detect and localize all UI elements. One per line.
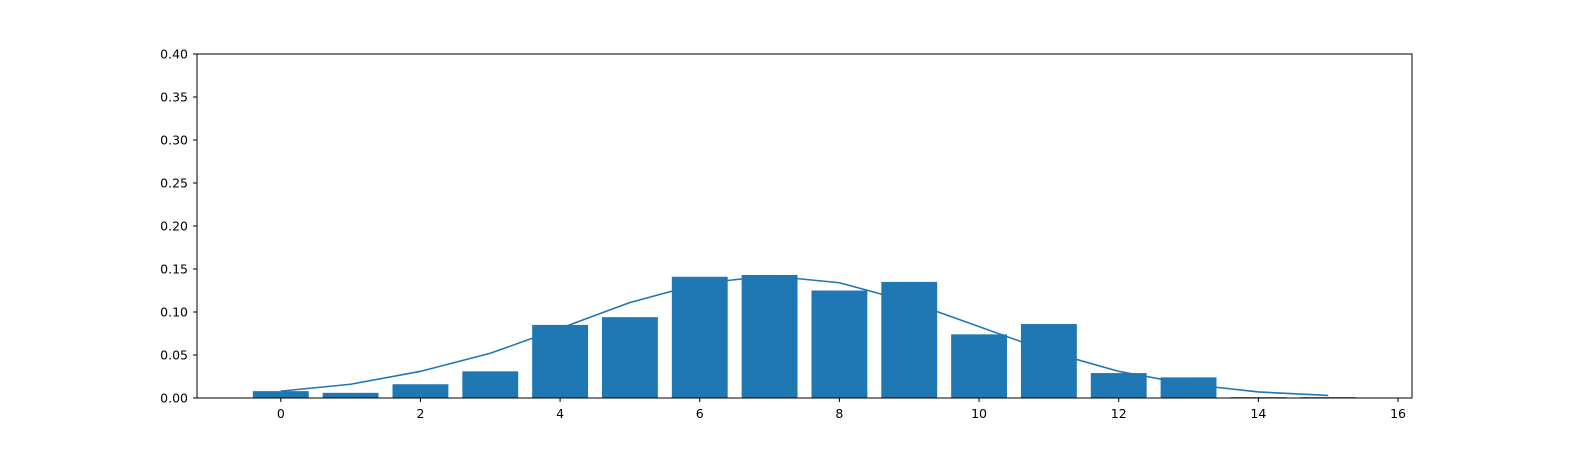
series-line bbox=[280, 275, 1329, 397]
x-tick-label: 8 bbox=[835, 406, 843, 421]
y-tick-label: 0.00 bbox=[160, 391, 188, 406]
bar-6 bbox=[671, 276, 728, 398]
y-tick-label: 0.40 bbox=[160, 47, 188, 62]
plot-frame bbox=[196, 53, 1413, 399]
y-tick-label: 0.35 bbox=[160, 90, 188, 105]
x-tick-label: 14 bbox=[1250, 406, 1266, 421]
y-tick-label: 0.10 bbox=[160, 305, 188, 320]
bar-13 bbox=[1160, 377, 1217, 398]
bar-0 bbox=[252, 391, 309, 398]
bar-8 bbox=[811, 290, 868, 398]
y-tick-label: 0.25 bbox=[160, 176, 188, 191]
x-tick-label: 0 bbox=[277, 406, 285, 421]
bar-9 bbox=[881, 281, 938, 398]
bar-12 bbox=[1090, 373, 1147, 398]
bar-10 bbox=[951, 334, 1007, 398]
x-tick-label: 6 bbox=[696, 406, 704, 421]
bar-1 bbox=[322, 392, 379, 398]
x-tick-label: 10 bbox=[971, 406, 987, 421]
x-tick-label: 12 bbox=[1111, 406, 1127, 421]
bar-5 bbox=[602, 317, 658, 398]
y-tick-label: 0.20 bbox=[160, 219, 188, 234]
axes-layer: 0 2 4 6 8 10 12 14 16 0.00 0.05 0.10 0.15 0.20 0.25 0.3… bbox=[160, 47, 1413, 421]
x-tick-label: 2 bbox=[416, 406, 424, 421]
y-tick-label: 0.05 bbox=[160, 348, 188, 363]
bar-3 bbox=[462, 371, 519, 398]
y-tick-label: 0.15 bbox=[160, 262, 188, 277]
x-tick-label: 4 bbox=[556, 406, 564, 421]
bar-4 bbox=[532, 324, 589, 398]
bars-layer bbox=[252, 275, 1357, 398]
bar-2 bbox=[392, 384, 449, 398]
bar-11 bbox=[1020, 324, 1077, 398]
y-tick-label: 0.30 bbox=[160, 133, 188, 148]
line-layer bbox=[280, 275, 1329, 397]
bar-7 bbox=[741, 275, 798, 398]
x-tick-label: 16 bbox=[1390, 406, 1406, 421]
